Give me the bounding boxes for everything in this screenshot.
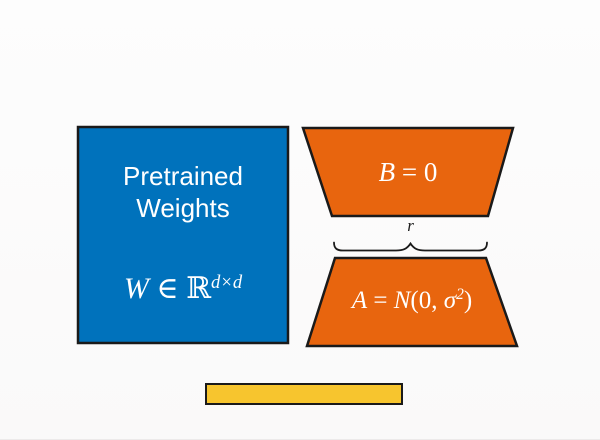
- a-matrix-trapezoid: [305, 256, 519, 348]
- input-bar: [205, 383, 403, 405]
- pretrained-weights-box: [76, 125, 290, 345]
- rank-brace: [333, 241, 488, 252]
- b-matrix-trapezoid: [301, 126, 515, 218]
